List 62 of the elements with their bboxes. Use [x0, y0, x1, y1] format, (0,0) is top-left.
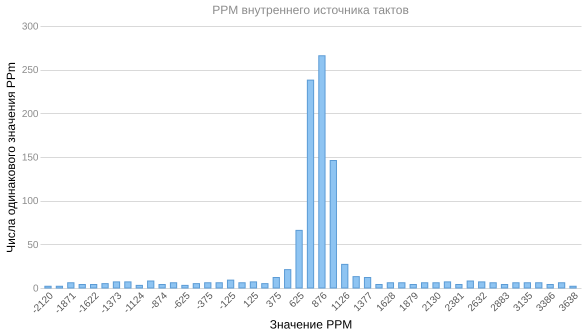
x-tick-label: 625 — [287, 290, 308, 310]
bar — [364, 277, 372, 288]
bar — [330, 160, 337, 288]
y-tick-label: 150 — [22, 152, 39, 164]
bar — [318, 55, 326, 288]
x-tick-label: -874 — [148, 290, 170, 312]
x-tick-label: 876 — [310, 290, 330, 310]
x-tick-label: 375 — [264, 290, 284, 310]
y-tick-label: 200 — [22, 108, 39, 120]
bar — [158, 284, 166, 288]
bar — [250, 281, 258, 288]
bar — [306, 80, 314, 288]
bar — [295, 230, 303, 288]
y-tick-label: 50 — [27, 240, 39, 251]
bar — [466, 280, 474, 288]
y-tick-label: 100 — [22, 196, 39, 208]
bar — [192, 283, 200, 288]
bar — [67, 282, 74, 288]
bar — [170, 282, 178, 288]
bar — [546, 284, 554, 288]
bar — [147, 280, 154, 288]
bar — [455, 284, 463, 288]
bar — [112, 281, 120, 288]
bar — [444, 281, 452, 288]
bar — [524, 282, 531, 288]
y-tick-label: 300 — [22, 22, 39, 32]
bar — [272, 277, 280, 288]
y-axis-title: Числа одинакового значения PPm — [4, 62, 18, 253]
bar — [90, 284, 98, 288]
bar — [101, 283, 109, 288]
bar — [420, 282, 428, 288]
bar — [489, 282, 497, 288]
bar — [261, 283, 268, 288]
bar — [558, 282, 566, 288]
y-tick-label: 250 — [22, 65, 39, 76]
bar — [500, 284, 508, 288]
bar — [136, 284, 143, 288]
bar — [352, 276, 360, 288]
bar — [535, 282, 542, 288]
bar — [375, 284, 383, 288]
x-axis-title: Значение PPM — [270, 318, 352, 332]
x-tick-label: -125 — [216, 290, 239, 312]
bar — [204, 282, 212, 288]
bar — [478, 281, 486, 288]
bar — [512, 282, 520, 288]
bar — [216, 282, 223, 288]
bar — [78, 284, 86, 288]
bar — [238, 282, 246, 288]
x-tick-label: -375 — [194, 290, 216, 312]
bar — [398, 282, 406, 288]
bar — [341, 264, 348, 288]
x-tick-label: -625 — [170, 290, 194, 312]
bar — [410, 284, 417, 288]
bar — [124, 281, 132, 288]
bar — [181, 284, 189, 288]
bar — [432, 282, 440, 288]
x-tick-label: 125 — [242, 290, 262, 310]
bar — [284, 269, 292, 288]
bar — [226, 280, 234, 288]
chart-title: PPM внутреннего источника тактов — [212, 3, 409, 17]
bar — [386, 282, 394, 288]
y-tick-label: 0 — [32, 284, 39, 294]
